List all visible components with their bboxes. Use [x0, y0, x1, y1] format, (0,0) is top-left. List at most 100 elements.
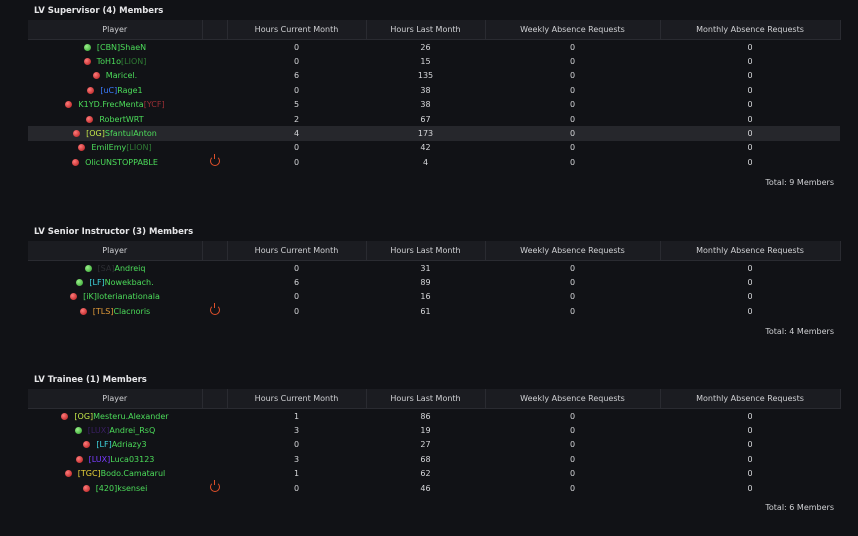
power-icon — [209, 303, 220, 316]
status-offline — [64, 470, 72, 478]
icon-cell — [202, 480, 227, 495]
status-offline — [72, 158, 80, 166]
stat-cell: 89 — [420, 278, 431, 288]
status-offline — [87, 86, 95, 94]
icon-cell — [202, 69, 227, 83]
clan-tag: [OG] — [86, 129, 105, 139]
icon-cell — [202, 54, 227, 68]
member-section: LV Supervisor (4) Members Player Hours Cur… — [28, 6, 841, 187]
section-title: LV Trainee (1) Members — [34, 375, 147, 385]
stat-cell: 0 — [569, 157, 576, 167]
column-header: Player — [28, 241, 203, 261]
stat-cell: 38 — [420, 85, 431, 95]
member-row: [uC]Rage1 0 38 0 0 — [28, 83, 840, 97]
clan-tag: [TLS] — [92, 306, 114, 316]
column-header — [202, 20, 228, 40]
total-members: Total: 4 Members — [765, 326, 834, 336]
status-offline — [79, 307, 87, 315]
stat-cell: 0 — [293, 306, 300, 316]
clan-tag: [LUX] — [87, 426, 110, 436]
status-offline — [92, 72, 100, 80]
stat-cell: 1 — [293, 411, 300, 421]
member-row: [LUX]Andrei_RsQ 3 19 0 0 — [28, 423, 840, 437]
column-header: Hours Current Month — [227, 20, 367, 40]
column-header: Hours Last Month — [366, 389, 486, 409]
member-row: [TLS]Clacnoris 0 61 0 0 — [28, 303, 840, 318]
stat-cell: 0 — [569, 278, 576, 288]
player-name: ksensei — [117, 483, 148, 493]
stat-cell: 0 — [569, 114, 576, 124]
clan-tag: [uC] — [100, 85, 118, 95]
player-cell: RobertWRT — [28, 112, 202, 126]
stat-cell: 173 — [366, 126, 485, 141]
member-row: [OG]SfantulAnton 4 173 0 0 — [28, 126, 840, 141]
player-name: ShaeN — [120, 42, 147, 52]
stat-cell: 0 — [747, 411, 753, 421]
column-header: Monthly Absence Requests — [660, 389, 841, 409]
column-header: Player — [28, 20, 203, 40]
icon-cell — [202, 467, 227, 481]
total-members: Total: 9 Members — [765, 177, 834, 187]
player-cell: [OG]Mesteru.Alexander — [28, 409, 202, 424]
clan-tag: [CBN] — [96, 42, 121, 52]
clan-tag: [LION] — [126, 143, 152, 153]
status-offline — [61, 412, 69, 420]
icon-cell — [202, 452, 227, 466]
stat-cell: 0 — [569, 71, 576, 81]
stat-cell: 0 — [747, 306, 753, 316]
column-header: Hours Current Month — [227, 389, 367, 409]
stat-cell: 0 — [747, 57, 753, 67]
stat-cell: 0 — [747, 292, 753, 302]
column-header: Weekly Absence Requests — [485, 389, 661, 409]
stat-cell: 4 — [422, 157, 429, 167]
column-header: Player — [28, 389, 203, 409]
player-cell: Maricel. — [28, 69, 202, 83]
player-name: Clacnoris — [113, 306, 151, 316]
player-cell: [SA]Andreiq — [28, 261, 202, 276]
member-row: Maricel. 6 135 0 0 — [28, 69, 840, 83]
stat-cell: 0 — [569, 42, 576, 52]
stat-cell: 0 — [293, 57, 300, 67]
stat-cell: 0 — [569, 143, 576, 153]
status-offline — [73, 130, 81, 138]
status-online — [83, 43, 91, 51]
stat-cell: 6 — [293, 71, 300, 81]
stat-cell: 0 — [747, 71, 753, 81]
player-name: Bodo.Camatarul — [100, 469, 166, 479]
column-header — [202, 389, 228, 409]
column-header: Monthly Absence Requests — [660, 20, 841, 40]
player-cell: [LF]Nowekbach. — [28, 275, 202, 289]
column-header — [202, 241, 228, 261]
section-title: LV Supervisor (4) Members — [34, 6, 164, 16]
stat-cell: 62 — [420, 469, 431, 479]
stat-cell: 0 — [747, 454, 753, 464]
member-row: [SA]Andreiq 0 31 0 0 — [28, 261, 840, 276]
header-row: Player Hours Current Month Hours Last Mont… — [28, 389, 841, 409]
player-cell: [LF]Adriazy3 — [28, 438, 202, 452]
column-header: Monthly Absence Requests — [660, 241, 841, 261]
member-row: [LF]Adriazy3 0 27 0 0 — [28, 438, 840, 452]
stat-cell: 0 — [293, 42, 300, 52]
header-row: Player Hours Current Month Hours Last Mont… — [28, 241, 841, 261]
member-row: OlicUNSTOPPABLE 0 4 0 0 — [28, 154, 840, 169]
stat-cell: 0 — [660, 126, 840, 141]
member-row: EmilEmy[LION] 0 42 0 0 — [28, 141, 840, 155]
icon-cell — [202, 154, 227, 169]
player-cell: [420]ksensei — [28, 481, 202, 495]
stat-cell: 26 — [420, 42, 431, 52]
icon-cell — [202, 112, 227, 126]
player-cell: [LUX]Andrei_RsQ — [28, 423, 202, 437]
header-row: Player Hours Current Month Hours Last Mont… — [28, 20, 841, 40]
stat-cell: 0 — [293, 263, 300, 273]
stat-cell: 0 — [569, 483, 576, 493]
stat-cell: 0 — [747, 440, 753, 450]
player-name: Mesteru.Alexander — [93, 411, 169, 421]
clan-tag: [LUX] — [88, 454, 111, 464]
icon-cell — [202, 126, 227, 141]
stat-cell: 0 — [747, 85, 753, 95]
stat-cell: 0 — [747, 426, 753, 436]
player-name: Maricel. — [105, 71, 138, 81]
member-row: [LUX]Luca03123 3 68 0 0 — [28, 452, 840, 466]
member-section: LV Trainee (1) Members Player Hours Curren… — [28, 375, 841, 512]
members-table: Player Hours Current Month Hours Last Mont… — [28, 389, 841, 495]
